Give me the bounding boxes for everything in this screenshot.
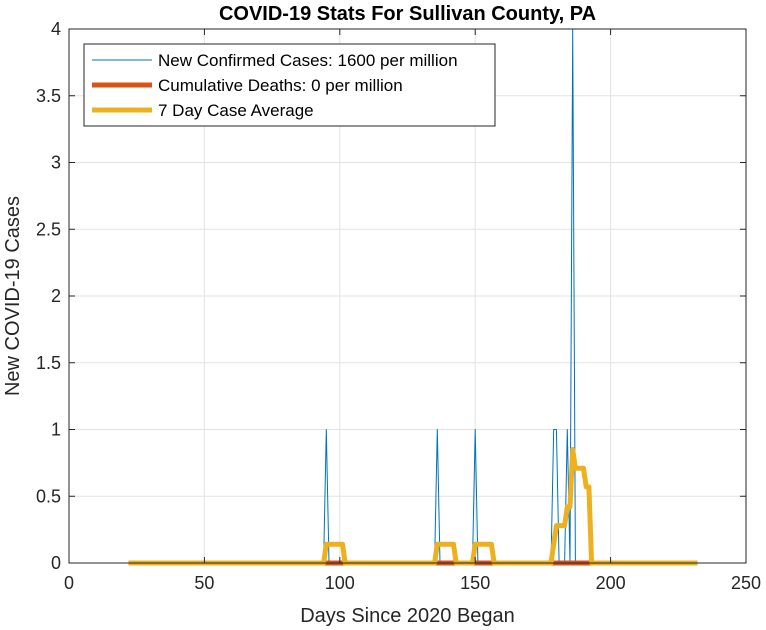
x-tick-label: 250 [731, 573, 761, 593]
y-tick-label: 2 [51, 286, 61, 306]
x-tick-label: 50 [194, 573, 214, 593]
legend-label-7-day-average: 7 Day Case Average [158, 101, 314, 120]
legend-box [83, 43, 496, 127]
y-tick-label: 0 [51, 553, 61, 573]
y-tick-label: 0.5 [36, 486, 61, 506]
y-tick-label: 3.5 [36, 86, 61, 106]
x-tick-label: 0 [64, 573, 74, 593]
y-tick-label: 4 [51, 19, 61, 39]
ticks: 0 50 100 150 200 250 0 0.5 1 1.5 2 2.5 3 3.5 4 [36, 19, 761, 593]
legend-label-new-cases: New Confirmed Cases: 1600 per million [158, 51, 458, 70]
y-axis-label: New COVID-19 Cases [2, 196, 24, 396]
x-tick-label: 150 [460, 573, 490, 593]
legend: New Confirmed Cases: 1600 per million Cu… [83, 43, 496, 127]
y-tick-label: 3 [51, 153, 61, 173]
chart-title: COVID-19 Stats For Sullivan County, PA [219, 3, 596, 25]
y-tick-label: 1 [51, 420, 61, 440]
x-tick-label: 100 [325, 573, 355, 593]
x-tick-label: 200 [596, 573, 626, 593]
y-tick-label: 1.5 [36, 353, 61, 373]
x-axis-label: Days Since 2020 Began [300, 605, 515, 627]
y-tick-label: 2.5 [36, 219, 61, 239]
legend-label-cumulative-deaths: Cumulative Deaths: 0 per million [158, 76, 403, 95]
